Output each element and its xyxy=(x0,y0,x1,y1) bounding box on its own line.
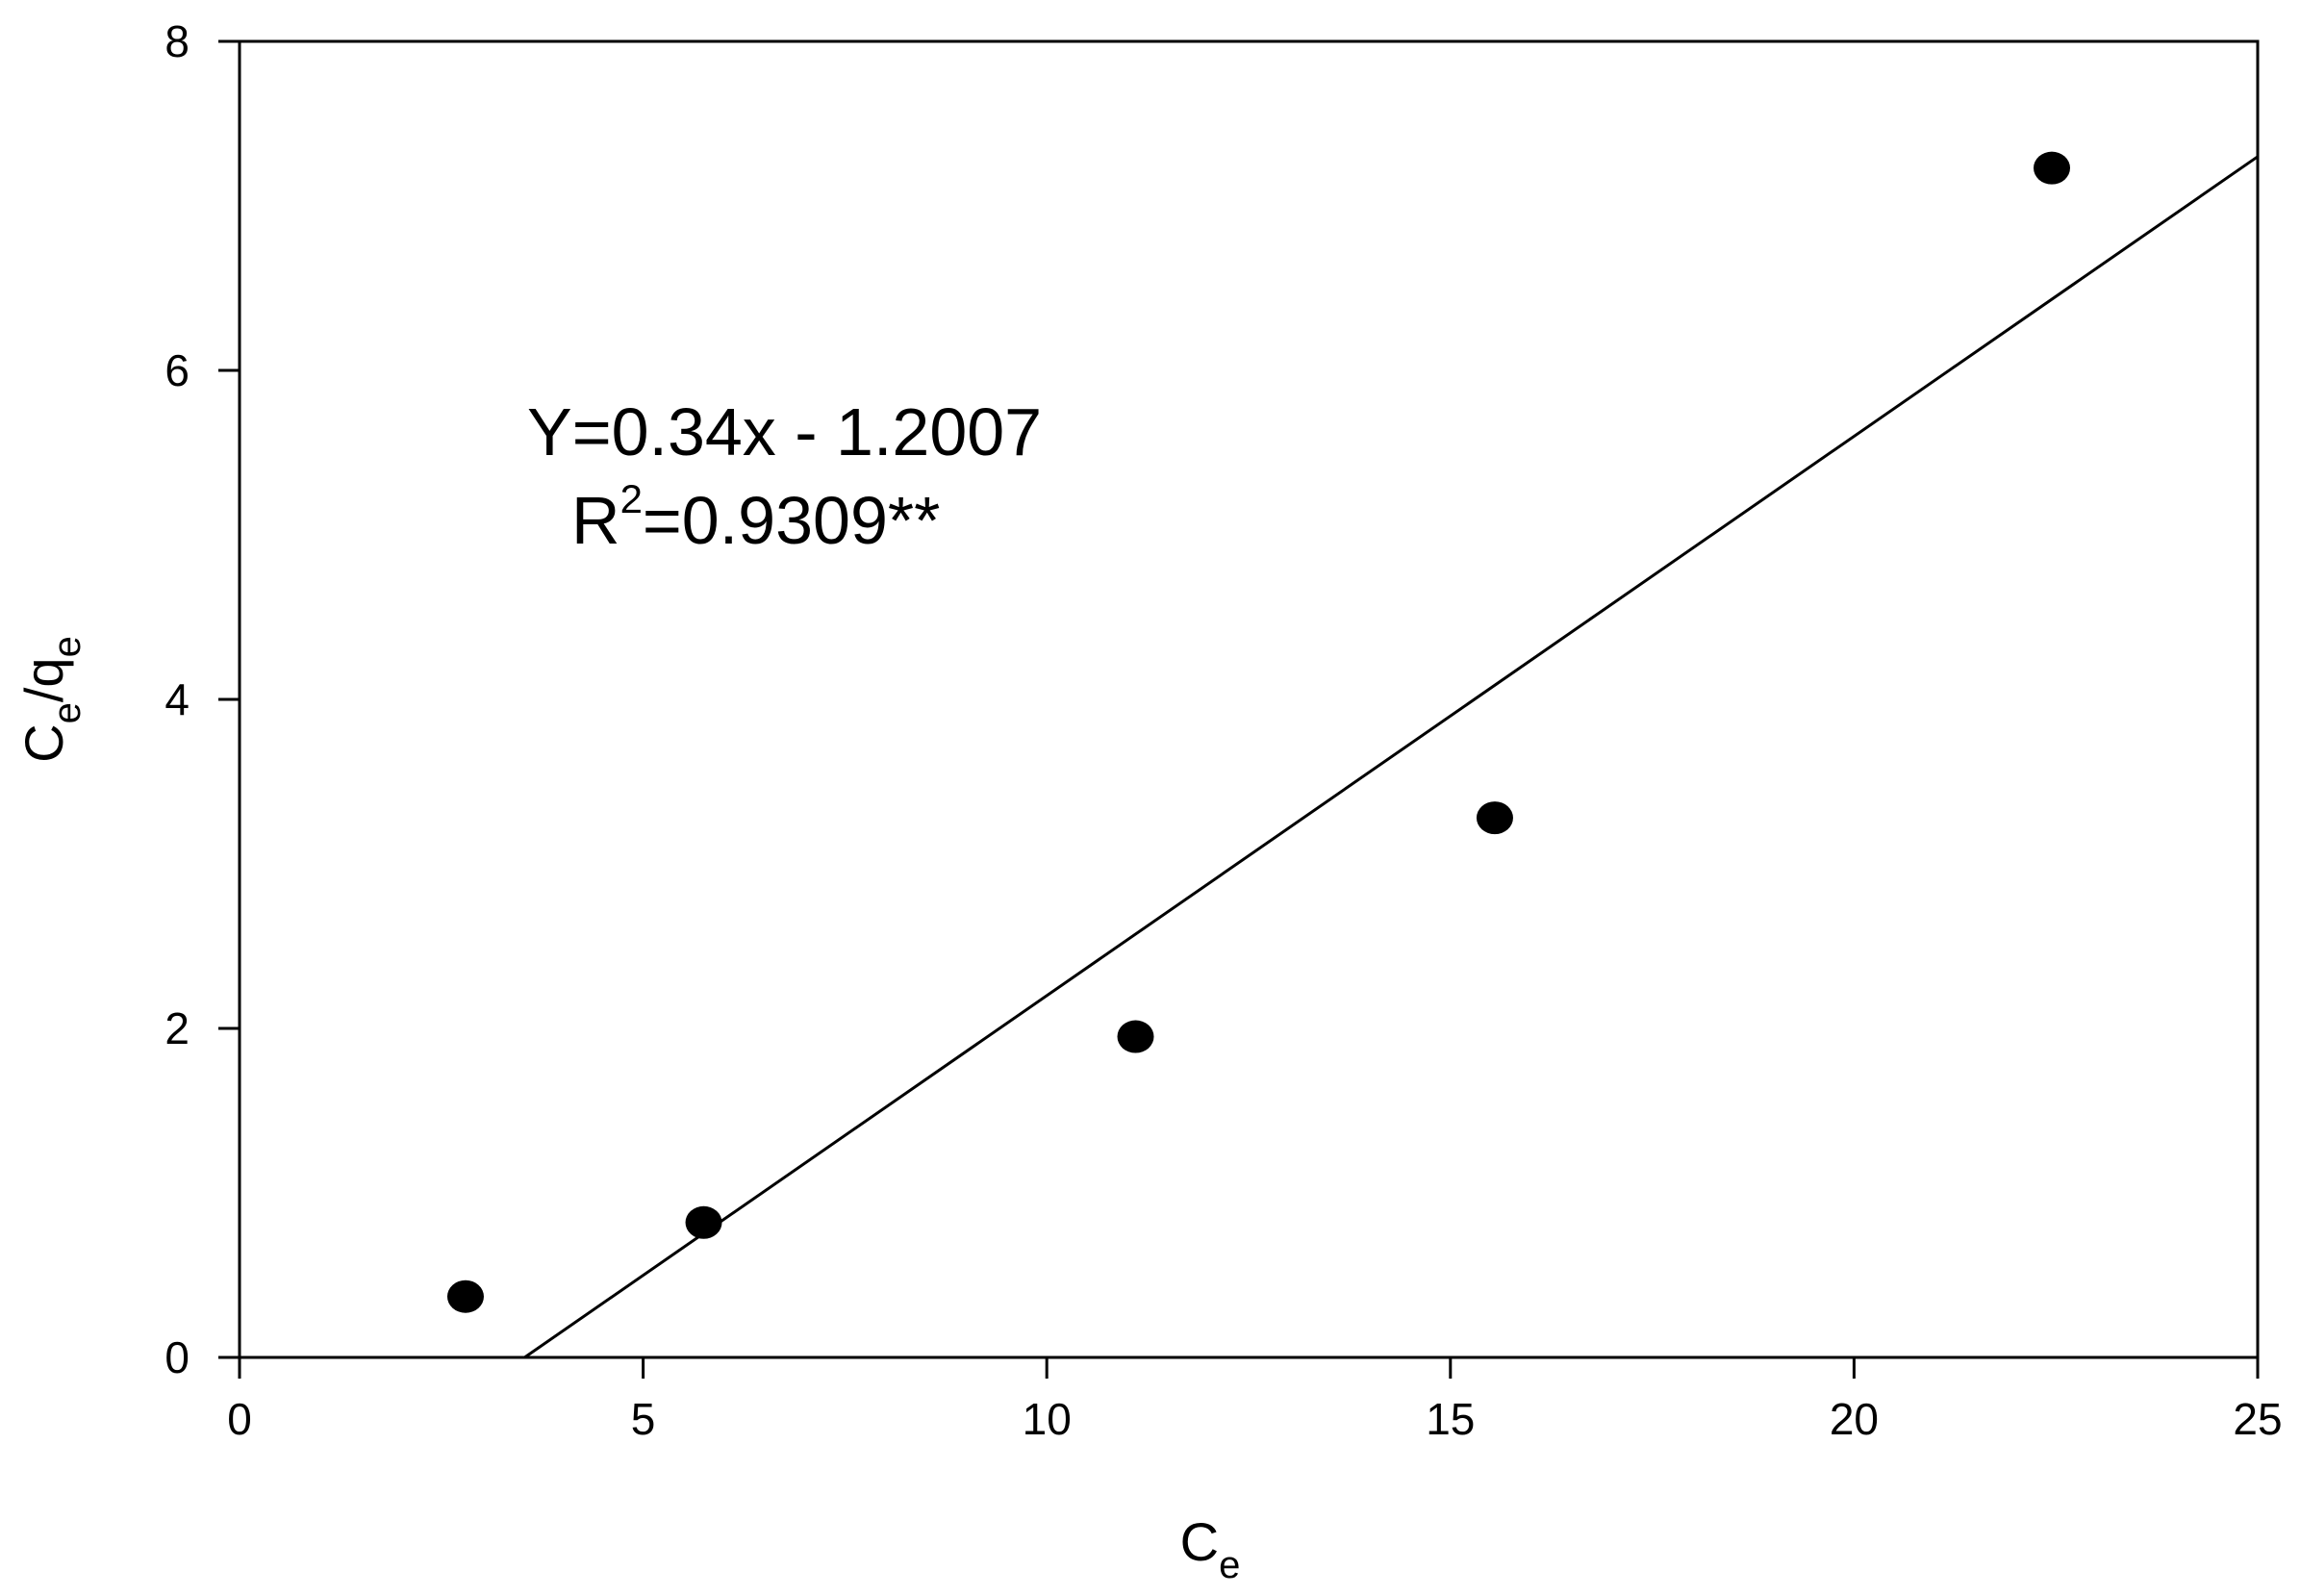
x-tick-label: 10 xyxy=(1023,1394,1072,1444)
x-tick-label: 15 xyxy=(1426,1394,1475,1444)
y-axis-label: Ce/qe xyxy=(13,636,88,763)
y-tick-label: 0 xyxy=(164,1332,190,1382)
data-point xyxy=(1117,1020,1154,1053)
x-axis-ticks: 0 5 10 15 20 25 xyxy=(227,1357,2283,1444)
x-axis-label: Ce xyxy=(1180,1511,1241,1586)
data-point xyxy=(685,1205,722,1239)
data-point xyxy=(446,1279,484,1313)
regression-equation: Y=0.34x - 1.2007 xyxy=(527,394,1042,469)
regression-line xyxy=(523,155,2259,1359)
data-point xyxy=(1476,801,1513,835)
data-point xyxy=(2034,151,2071,185)
x-tick-label: 20 xyxy=(1830,1394,1879,1444)
y-tick-label: 2 xyxy=(164,1003,190,1053)
y-tick-label: 6 xyxy=(164,345,190,395)
x-tick-label: 5 xyxy=(631,1394,656,1444)
y-axis-ticks: 0 2 4 6 8 xyxy=(164,16,240,1382)
y-tick-label: 8 xyxy=(164,16,190,66)
plot-frame xyxy=(238,39,2260,1359)
y-tick-label: 4 xyxy=(164,674,190,724)
x-tick-label: 0 xyxy=(227,1394,252,1444)
data-points xyxy=(446,151,2071,1313)
r-squared-annotation: R2=0.9309** xyxy=(571,476,940,558)
x-tick-label: 25 xyxy=(2233,1394,2282,1444)
